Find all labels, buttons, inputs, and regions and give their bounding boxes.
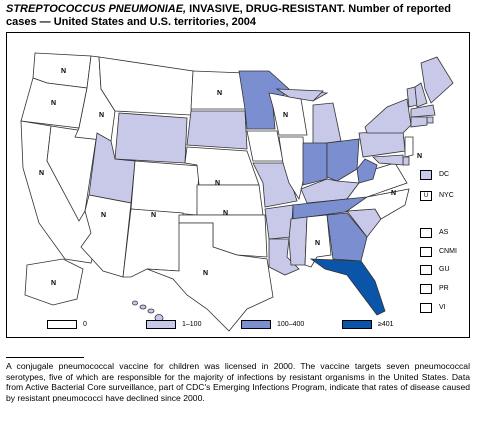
territory-label-nyc: NYC [439, 192, 454, 199]
legend-label-3: ≥401 [378, 321, 394, 328]
footnote: A conjugale pneumococcal vaccine for chi… [6, 361, 470, 403]
territory-box-nyc: U [420, 191, 432, 201]
map-title: STREPTOCOCCUS PNEUMONIAE, INVASIVE, DRUG… [6, 3, 472, 29]
state-co [130, 160, 200, 216]
state-md [372, 154, 404, 166]
state-label-ak: N [51, 280, 56, 287]
territory-box-dc [420, 170, 432, 180]
state-label-wi: N [283, 112, 288, 119]
state-nh [414, 82, 428, 108]
state-label-or: N [51, 100, 56, 107]
territory-label-cnmi: CNMI [439, 248, 457, 255]
territory-box-vi [420, 303, 432, 313]
state-il [278, 136, 306, 201]
state-ri [426, 116, 434, 124]
state-fl [309, 258, 386, 316]
us-map: N N N N N N N N N N N N N N N [20, 52, 454, 332]
state-ks [196, 184, 264, 216]
state-ia [246, 130, 284, 162]
state-label-id: N [99, 112, 104, 119]
state-label-az: N [101, 212, 106, 219]
state-mt [98, 56, 194, 116]
state-label-nd: N [217, 90, 222, 97]
territory-label-gu: GU [439, 266, 450, 273]
state-de [402, 156, 410, 166]
state-ar [264, 204, 294, 240]
title-rest: INVASIVE, DRUG-RESISTANT. Number of repo… [6, 3, 451, 28]
legend-label-0: 0 [83, 321, 87, 328]
state-label-ks: N [215, 180, 220, 187]
state-label-al: N [315, 240, 320, 247]
state-ms [288, 216, 308, 266]
footnote-rule [6, 357, 84, 358]
state-nm [122, 208, 184, 278]
state-mn [238, 70, 290, 130]
state-sd [186, 110, 248, 150]
state-nc [345, 188, 410, 220]
legend-label-2: 100–400 [277, 321, 305, 328]
legend-swatch-3 [342, 320, 372, 329]
state-label-wa: N [61, 68, 66, 75]
state-ak [24, 258, 84, 306]
territory-label-dc: DC [439, 171, 450, 178]
state-wy [114, 112, 188, 164]
state-hi [132, 300, 164, 322]
state-label-nc: N [391, 190, 396, 197]
territory-label-pr: PR [439, 285, 449, 292]
legend-swatch-1 [146, 320, 176, 329]
legend-swatch-2 [241, 320, 271, 329]
state-ma [410, 104, 436, 118]
state-ct [410, 116, 428, 128]
territory-box-pr [420, 284, 432, 294]
state-ny [364, 98, 412, 134]
state-me [420, 56, 454, 104]
territory-box-cnmi [420, 247, 432, 257]
state-nj [404, 136, 414, 158]
state-oh [326, 138, 360, 182]
state-mi-lower [312, 102, 342, 146]
territory-box-gu [420, 265, 432, 275]
territory-label-as: AS [439, 229, 449, 236]
state-in [302, 142, 328, 186]
state-label-ok: N [223, 210, 228, 217]
state-label-tx: N [203, 270, 208, 277]
territory-label-vi: VI [439, 304, 446, 311]
state-mi-upper [275, 88, 324, 102]
state-label-nm: N [151, 212, 156, 219]
state-az [80, 194, 132, 278]
state-wv [356, 158, 378, 184]
state-label-nj: N [417, 153, 422, 160]
state-tx [146, 222, 274, 332]
state-label-ca: N [39, 170, 44, 177]
legend-label-1: 1–100 [182, 321, 202, 328]
state-ga [326, 212, 368, 262]
legend-swatch-0 [47, 320, 77, 329]
state-pa [358, 130, 406, 158]
territory-box-as [420, 228, 432, 238]
map-frame [6, 32, 470, 338]
title-pathogen: STREPTOCOCCUS PNEUMONIAE, [6, 3, 187, 15]
